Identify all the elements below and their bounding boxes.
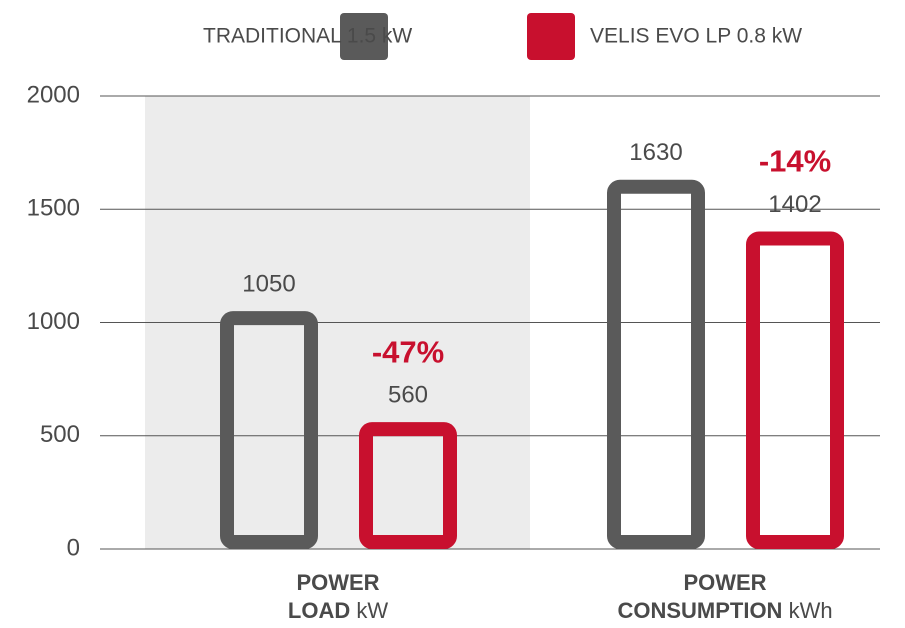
legend-label: TRADITIONAL 1.5 kW bbox=[203, 25, 412, 48]
annotation: -47% bbox=[372, 334, 444, 369]
y-tick-label: 1000 bbox=[27, 308, 80, 335]
x-tick-label-line: POWER bbox=[296, 570, 379, 595]
x-tick-label: POWER LOAD kW bbox=[288, 570, 388, 623]
value-label: 1050 bbox=[242, 271, 295, 298]
bar bbox=[607, 179, 705, 549]
x-tick-label-line: CONSUMPTION bbox=[617, 598, 788, 623]
x-tick-unit: kWh bbox=[789, 598, 833, 623]
y-tick-label: 0 bbox=[67, 534, 80, 561]
value-label: 1630 bbox=[629, 139, 682, 166]
x-tick-unit: kW bbox=[356, 598, 388, 623]
legend-swatch bbox=[527, 13, 575, 60]
bar bbox=[359, 422, 457, 549]
y-tick-label: 1500 bbox=[27, 195, 80, 222]
bar bbox=[746, 231, 844, 550]
annotation: -14% bbox=[759, 144, 831, 179]
y-tick-label: 2000 bbox=[27, 81, 80, 108]
x-tick-label: POWER CONSUMPTION kWh bbox=[617, 570, 832, 623]
legend-swatch bbox=[340, 13, 388, 60]
legend-label: VELIS EVO LP 0.8 kW bbox=[590, 25, 802, 48]
bar bbox=[220, 311, 318, 549]
value-label: 560 bbox=[388, 382, 428, 409]
value-label: 1402 bbox=[768, 191, 821, 218]
y-tick-label: 500 bbox=[40, 421, 80, 448]
x-tick-label-line: LOAD bbox=[288, 598, 356, 623]
x-tick-label-line: POWER bbox=[683, 570, 766, 595]
